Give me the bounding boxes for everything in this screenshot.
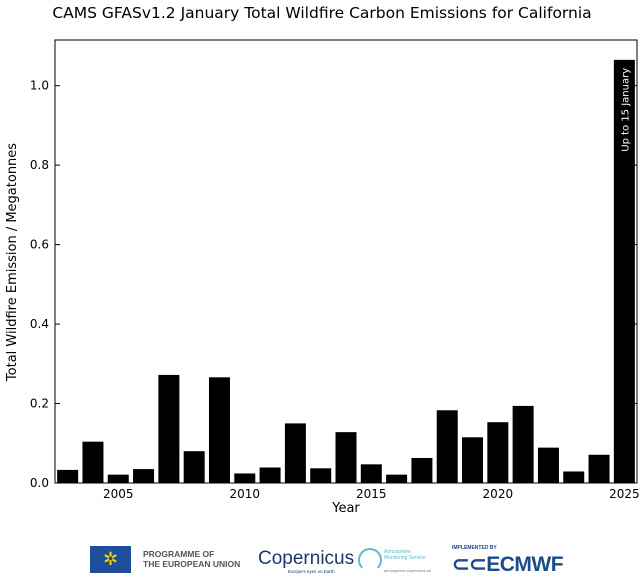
bar-2007 (158, 374, 180, 483)
y-tick-label: 0.4 (30, 317, 49, 331)
bar-2022 (537, 447, 559, 483)
bar-2024 (588, 454, 610, 483)
x-axis-label: Year (331, 501, 360, 516)
copernicus-tagline: Europe's eyes on Earth (288, 569, 335, 574)
y-tick-label: 1.0 (30, 79, 49, 93)
bar-2006 (133, 469, 155, 483)
bar-2023 (563, 471, 585, 483)
bar-2025 (613, 59, 635, 483)
bar-annotation: Up to 15 January (620, 68, 631, 152)
bar-2012 (284, 423, 306, 483)
copernicus-logo: Copernicus (258, 548, 355, 569)
y-tick-label: 0.6 (30, 238, 49, 252)
bar-2004 (82, 441, 104, 483)
y-tick-label: 0.0 (30, 476, 49, 490)
bar-2017 (411, 457, 433, 483)
bar-2018 (436, 410, 458, 483)
x-tick-label: 2010 (230, 487, 261, 501)
bar-2021 (512, 405, 534, 483)
ams-url: atmosphere.copernicus.eu (384, 568, 432, 573)
x-tick-label: 2025 (609, 487, 640, 501)
eu-programme-text: PROGRAMME OF THE EUROPEAN UNION (143, 549, 241, 569)
bar-2019 (462, 437, 484, 483)
ecmwf-logo: ⊂⊂ECMWF (452, 553, 564, 576)
x-tick-label: 2005 (103, 487, 134, 501)
x-tick-label: 2015 (356, 487, 387, 501)
y-axis-label: Total Wildfire Emission / Megatonnes (5, 143, 20, 382)
bar-2003 (57, 469, 79, 483)
logo-strip: ✲ PROGRAMME OF THE EUROPEAN UNION Coperni… (0, 540, 640, 580)
implemented-by-text: IMPLEMENTED BY (452, 545, 497, 551)
bar-2008 (183, 451, 205, 483)
atmosphere-globe-icon (358, 548, 382, 572)
bar-2009 (208, 377, 230, 483)
bar-2015 (360, 464, 382, 483)
bar-2011 (259, 467, 281, 483)
y-tick-label: 0.2 (30, 397, 49, 411)
bar-2016 (386, 474, 408, 483)
plot-frame (54, 39, 638, 484)
bar-2014 (335, 432, 357, 483)
bar-2020 (487, 422, 509, 483)
eu-flag-logo: ✲ (90, 546, 131, 573)
x-tick-label: 2020 (483, 487, 514, 501)
y-tick-label: 0.8 (30, 158, 49, 172)
ams-logo-text: Atmosphere Monitoring Service (384, 549, 426, 561)
bar-chart: CAMS GFASv1.2 January Total Wildfire Car… (5, 4, 640, 516)
chart-title: CAMS GFASv1.2 January Total Wildfire Car… (52, 4, 591, 22)
bar-2013 (310, 468, 332, 483)
